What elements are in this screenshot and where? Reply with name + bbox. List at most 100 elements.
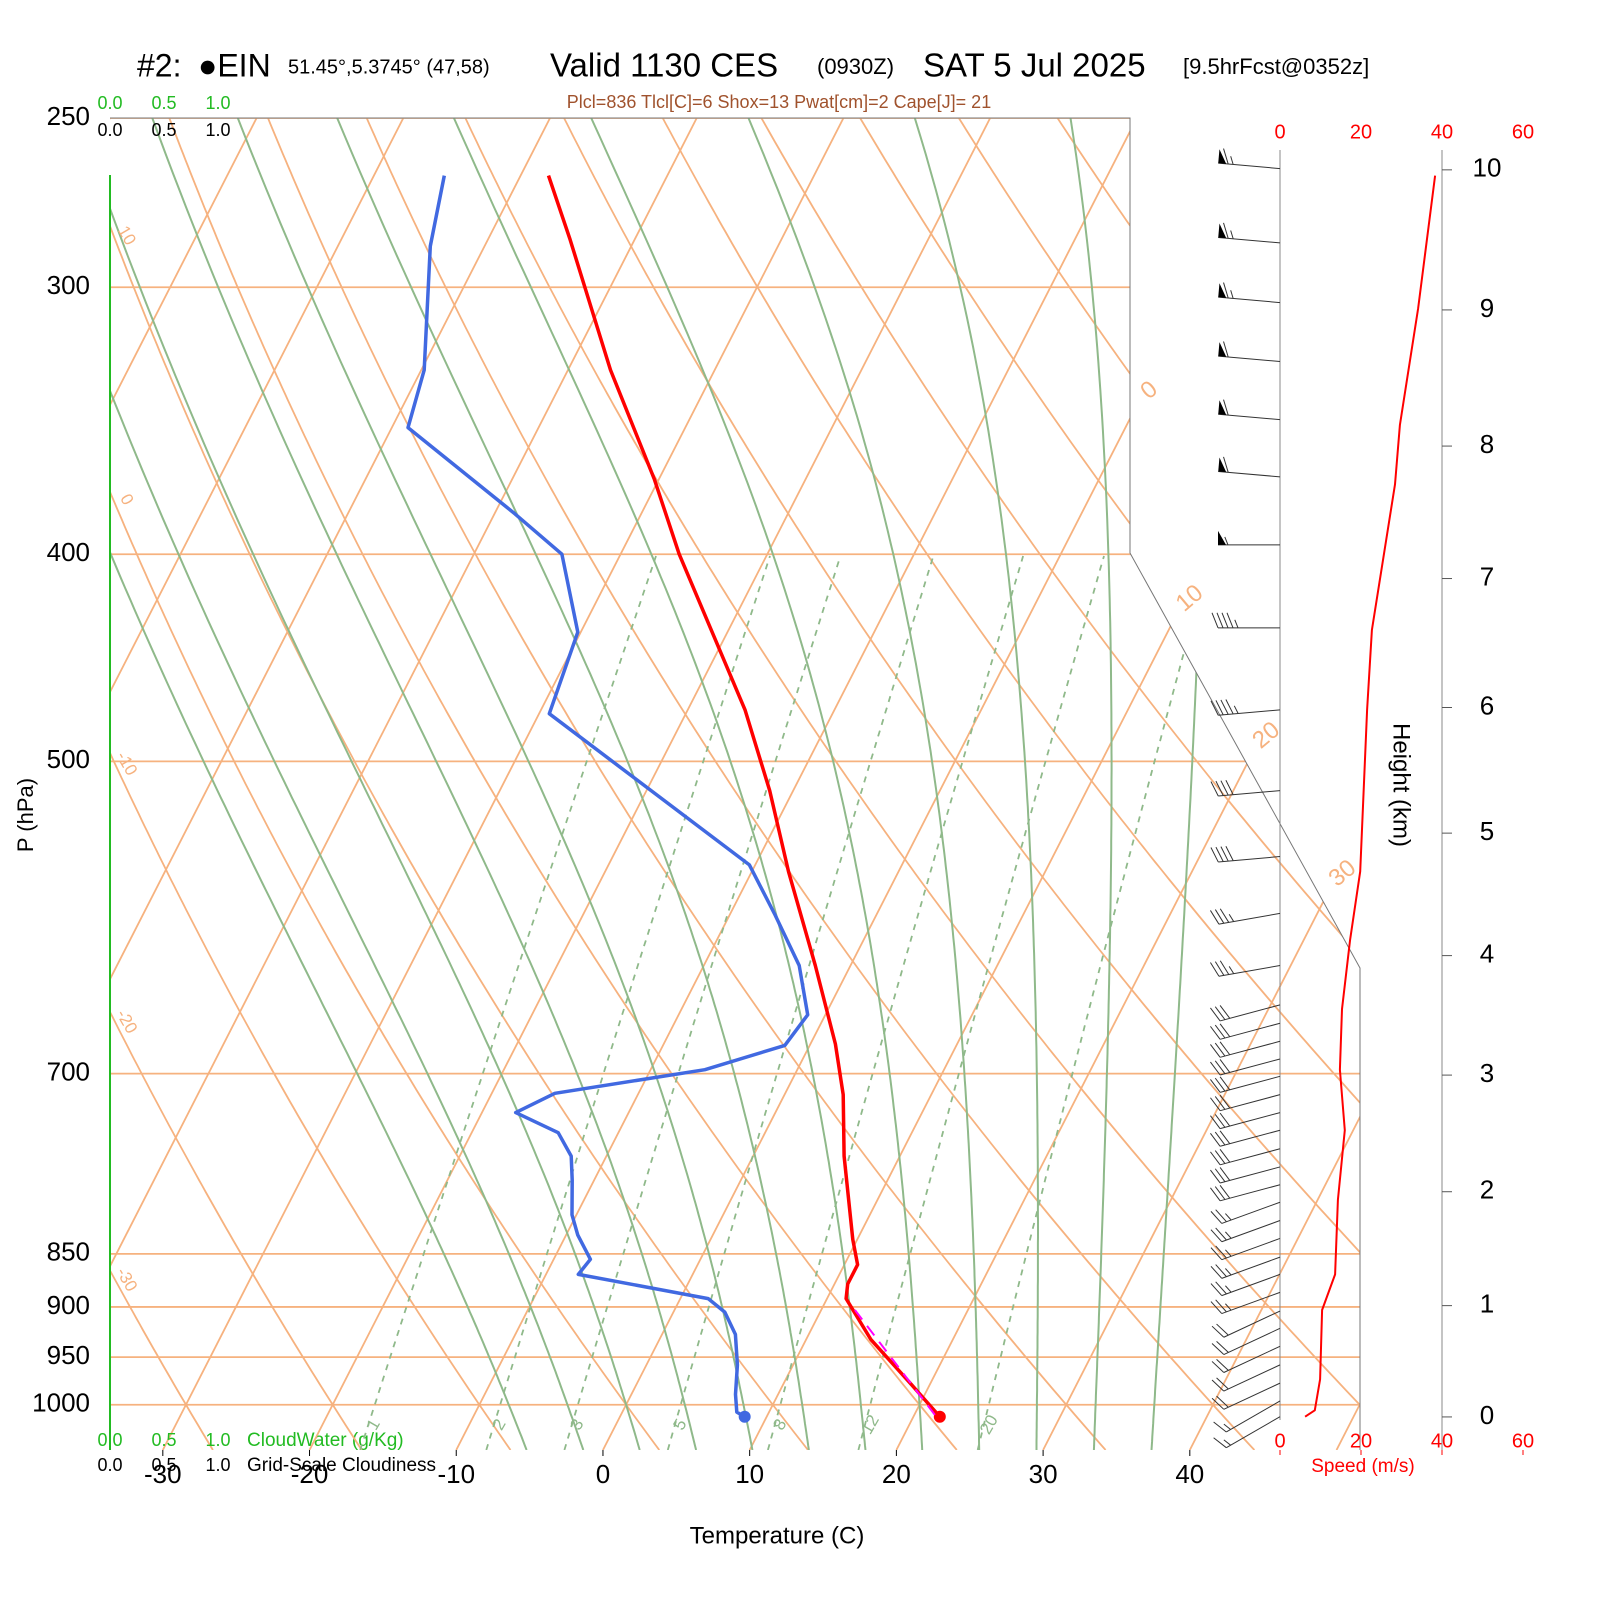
barb-feather — [1211, 1361, 1225, 1373]
barb-feather — [1220, 699, 1229, 715]
y-tick-label: 1000 — [32, 1388, 90, 1418]
barb-feather — [1210, 1097, 1221, 1111]
barb-feather — [1211, 1397, 1225, 1410]
y-tick-label: 850 — [47, 1237, 90, 1267]
y-tick-label: 300 — [47, 270, 90, 300]
y-tick-label: 250 — [47, 101, 90, 131]
barb-feather — [1210, 1151, 1221, 1166]
barb-feather — [1223, 399, 1229, 416]
dry-adiabat — [168, 118, 958, 1450]
barb-feather — [1233, 705, 1239, 714]
barb-feather — [1210, 1265, 1223, 1279]
speed-tick-label: 0 — [1274, 1430, 1285, 1452]
barb-feather — [1215, 1281, 1227, 1295]
barb-feather — [1234, 619, 1239, 629]
wind-barb — [1218, 148, 1281, 170]
moist-adiabat — [229, 118, 754, 1450]
height-axis-label: Height (km) — [1388, 723, 1415, 847]
cloud-tick-label: 1.0 — [205, 1455, 230, 1475]
wind-barb — [1218, 341, 1281, 363]
y-tick-label: 900 — [47, 1290, 90, 1320]
barb-feather — [1219, 1167, 1231, 1181]
barb-staff — [1218, 790, 1281, 797]
barb-staff — [1219, 1040, 1281, 1058]
wind-barb — [1210, 1273, 1281, 1297]
barb-feather — [1210, 1133, 1221, 1147]
wind-barb — [1211, 1364, 1281, 1392]
cloud-tick-label: 0.0 — [97, 1455, 122, 1475]
dry-adiabat — [110, 118, 512, 1450]
height-tick-label: 1 — [1480, 1289, 1494, 1319]
barb-feather — [1219, 1112, 1231, 1127]
cloudwater-label: CloudWater (g/Kg) — [247, 1430, 404, 1451]
dry-adiabat-label: 0 — [116, 491, 137, 509]
dry-adiabat — [110, 118, 363, 1450]
wind-barb — [1210, 1004, 1281, 1022]
dry-adiabat — [1056, 118, 1360, 1450]
barb-feather — [1213, 1437, 1227, 1449]
barb-feather — [1225, 1213, 1232, 1221]
wind-barb — [1210, 1237, 1281, 1261]
wind-barb — [1210, 1256, 1281, 1279]
isotherm — [110, 118, 258, 1450]
barb-staff — [1221, 1273, 1281, 1297]
wind-barb — [1218, 282, 1281, 304]
isotherm — [1335, 118, 1360, 1450]
barb-feather — [1223, 1439, 1231, 1446]
moist-adiabat — [581, 118, 924, 1450]
wind-barb — [1210, 1112, 1281, 1130]
height-tick-label: 6 — [1480, 690, 1494, 720]
cloud-tick-label: 0.0 — [97, 93, 122, 113]
mixing-ratio-line — [359, 555, 657, 1450]
dry-adiabat — [1254, 118, 1360, 1450]
barb-feather — [1223, 341, 1229, 358]
barb-feather — [1226, 612, 1234, 629]
x-tick-label: -20 — [291, 1459, 329, 1489]
dry-adiabat — [365, 118, 1256, 1450]
barb-feather — [1214, 1096, 1226, 1110]
barb-staff — [1218, 709, 1281, 716]
wind-barb — [1211, 1345, 1281, 1373]
barb-feather — [1219, 1184, 1231, 1199]
mixing-ratio-label: 3 — [566, 1416, 587, 1434]
barb-feather — [1216, 1358, 1229, 1371]
barb-feather — [1225, 1231, 1232, 1239]
barb-staff — [1218, 355, 1281, 363]
wind-barb — [1210, 960, 1281, 977]
barb-feather — [1214, 961, 1225, 976]
wind-barb — [1210, 1040, 1281, 1058]
barb-feather — [1215, 1245, 1227, 1259]
speed-tick-label: 0 — [1274, 121, 1285, 143]
moist-adiabat — [328, 118, 810, 1450]
barb-staff — [1221, 1220, 1281, 1243]
y-axis-label: P (hPa) — [13, 778, 38, 852]
title-id: #2: — [137, 47, 181, 83]
x-tick-label: -10 — [437, 1459, 475, 1489]
barb-staff — [1223, 1364, 1281, 1392]
mixing-ratio-line — [857, 555, 1105, 1450]
barb-feather — [1228, 913, 1235, 922]
barb-feather — [1211, 1379, 1225, 1392]
height-tick-label: 2 — [1480, 1175, 1494, 1205]
barb-feather — [1219, 1041, 1231, 1056]
barb-feather — [1210, 1079, 1221, 1093]
height-tick-label: 9 — [1480, 293, 1494, 323]
isotherm — [110, 118, 405, 1450]
cloud-tick-label: 0.5 — [151, 93, 176, 113]
moist-adiabat — [739, 118, 981, 1450]
barb-pennant — [1218, 283, 1227, 298]
wind-barb — [1211, 612, 1280, 629]
wind-barb — [1210, 1022, 1281, 1040]
barb-feather — [1225, 845, 1234, 861]
speed-axis-label: Speed (m/s) — [1311, 1456, 1414, 1477]
barb-pennant — [1218, 149, 1227, 164]
y-tick-label: 950 — [47, 1340, 90, 1370]
barb-feather — [1210, 910, 1220, 925]
barb-feather — [1216, 1377, 1229, 1390]
wind-barb — [1210, 1220, 1281, 1243]
moist-adiabat — [1150, 118, 1208, 1450]
barb-feather — [1223, 222, 1229, 239]
barb-feather — [1211, 1343, 1225, 1355]
x-tick-label: 10 — [735, 1459, 764, 1489]
isotherm-label: 20 — [1247, 716, 1285, 754]
